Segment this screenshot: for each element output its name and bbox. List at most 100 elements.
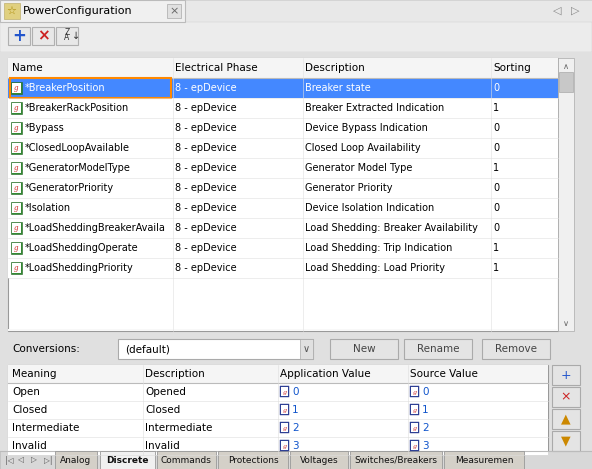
Text: Z: Z: [65, 28, 70, 37]
Text: ▷: ▷: [571, 6, 579, 16]
Bar: [290, 451, 348, 469]
Bar: [12, 183, 21, 193]
Bar: [12, 243, 21, 253]
Text: 8 - epDevice: 8 - epDevice: [175, 143, 237, 153]
Text: *BreakerRackPosition: *BreakerRackPosition: [25, 103, 129, 113]
Bar: [552, 365, 580, 385]
Text: Description: Description: [305, 63, 365, 73]
Text: 8 - epDevice: 8 - epDevice: [175, 243, 237, 253]
Bar: [0, 335, 592, 363]
Text: g: g: [14, 164, 19, 172]
Text: Description: Description: [145, 369, 205, 379]
Text: g: g: [413, 408, 417, 413]
Bar: [11, 82, 22, 94]
Text: g: g: [14, 124, 19, 132]
Bar: [12, 163, 21, 173]
Text: Switches/Breakers: Switches/Breakers: [355, 455, 437, 464]
Text: g: g: [413, 425, 417, 431]
Text: g: g: [14, 84, 19, 92]
Text: ×: ×: [169, 6, 179, 16]
Text: ▷|: ▷|: [44, 455, 53, 464]
Text: ↓: ↓: [72, 31, 80, 41]
Bar: [167, 4, 181, 18]
Bar: [410, 404, 419, 415]
Text: ×: ×: [37, 29, 49, 44]
Text: g: g: [413, 389, 417, 394]
Text: Voltages: Voltages: [300, 455, 338, 464]
Text: Device Bypass Indication: Device Bypass Indication: [305, 123, 428, 133]
Text: g: g: [14, 244, 19, 252]
Text: Conversions:: Conversions:: [12, 344, 80, 354]
Text: Invalid: Invalid: [145, 441, 180, 451]
Text: Load Shedding: Trip Indication: Load Shedding: Trip Indication: [305, 243, 452, 253]
Bar: [10, 78, 171, 98]
Bar: [8, 383, 548, 401]
Bar: [300, 339, 313, 359]
Bar: [280, 422, 289, 433]
Text: 8 - epDevice: 8 - epDevice: [175, 203, 237, 213]
Bar: [8, 437, 548, 455]
Text: g: g: [282, 408, 287, 413]
Text: 2: 2: [422, 423, 429, 433]
Bar: [411, 387, 418, 396]
Bar: [56, 27, 78, 45]
Bar: [330, 339, 398, 359]
Bar: [32, 27, 54, 45]
Bar: [12, 83, 21, 93]
Text: ▷: ▷: [31, 455, 37, 464]
Bar: [12, 103, 21, 113]
Text: Device Isolation Indication: Device Isolation Indication: [305, 203, 435, 213]
Bar: [8, 58, 558, 331]
Bar: [12, 223, 21, 233]
Text: 0: 0: [493, 183, 499, 193]
Bar: [8, 365, 548, 383]
Text: ▲: ▲: [561, 413, 571, 425]
Text: Rename: Rename: [417, 344, 459, 354]
Text: ∧: ∧: [563, 61, 569, 70]
Bar: [8, 401, 548, 419]
Text: Intermediate: Intermediate: [12, 423, 79, 433]
Bar: [411, 423, 418, 432]
Text: PowerConfiguration: PowerConfiguration: [23, 6, 133, 16]
Text: g: g: [282, 425, 287, 431]
Text: Closed: Closed: [145, 405, 180, 415]
Text: g: g: [413, 444, 417, 448]
Text: 8 - epDevice: 8 - epDevice: [175, 263, 237, 273]
Text: Closed: Closed: [12, 405, 47, 415]
Text: Load Shedding: Load Priority: Load Shedding: Load Priority: [305, 263, 445, 273]
Text: ◁: ◁: [18, 455, 24, 464]
Bar: [8, 178, 558, 198]
Text: Sorting: Sorting: [493, 63, 531, 73]
Text: *LoadSheddingPriority: *LoadSheddingPriority: [25, 263, 134, 273]
Text: 8 - epDevice: 8 - epDevice: [175, 103, 237, 113]
Text: Opened: Opened: [145, 387, 186, 397]
Bar: [12, 143, 21, 153]
Text: g: g: [14, 184, 19, 192]
Bar: [11, 222, 22, 234]
Text: Analog: Analog: [60, 455, 92, 464]
Bar: [281, 441, 288, 450]
Bar: [11, 262, 22, 274]
Bar: [8, 329, 558, 331]
Text: 0: 0: [493, 203, 499, 213]
Text: Generator Model Type: Generator Model Type: [305, 163, 413, 173]
Text: Meaning: Meaning: [12, 369, 56, 379]
Bar: [8, 419, 548, 437]
Bar: [8, 78, 558, 98]
Text: g: g: [14, 144, 19, 152]
Text: Invalid: Invalid: [12, 441, 47, 451]
Text: *GeneratorModelType: *GeneratorModelType: [25, 163, 131, 173]
Text: Measuremen: Measuremen: [455, 455, 513, 464]
Bar: [350, 451, 442, 469]
Bar: [11, 242, 22, 254]
Text: g: g: [14, 264, 19, 272]
Text: Name: Name: [12, 63, 43, 73]
Bar: [4, 3, 20, 19]
Bar: [444, 451, 524, 469]
Text: 8 - epDevice: 8 - epDevice: [175, 223, 237, 233]
Bar: [157, 451, 216, 469]
Bar: [8, 198, 558, 218]
Bar: [281, 405, 288, 414]
Text: 8 - epDevice: 8 - epDevice: [175, 83, 237, 93]
Bar: [8, 238, 558, 258]
